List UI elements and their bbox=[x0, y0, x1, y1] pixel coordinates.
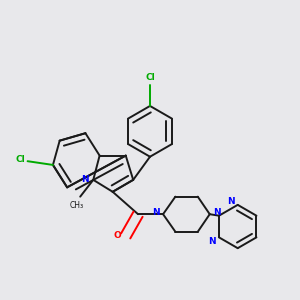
Text: N: N bbox=[227, 196, 235, 206]
Text: N: N bbox=[208, 237, 216, 246]
Text: Cl: Cl bbox=[145, 73, 155, 82]
Text: N: N bbox=[81, 176, 89, 184]
Text: CH₃: CH₃ bbox=[69, 202, 83, 211]
Text: N: N bbox=[213, 208, 220, 217]
Text: O: O bbox=[114, 231, 122, 240]
Text: Cl: Cl bbox=[15, 155, 25, 164]
Text: N: N bbox=[152, 208, 160, 217]
